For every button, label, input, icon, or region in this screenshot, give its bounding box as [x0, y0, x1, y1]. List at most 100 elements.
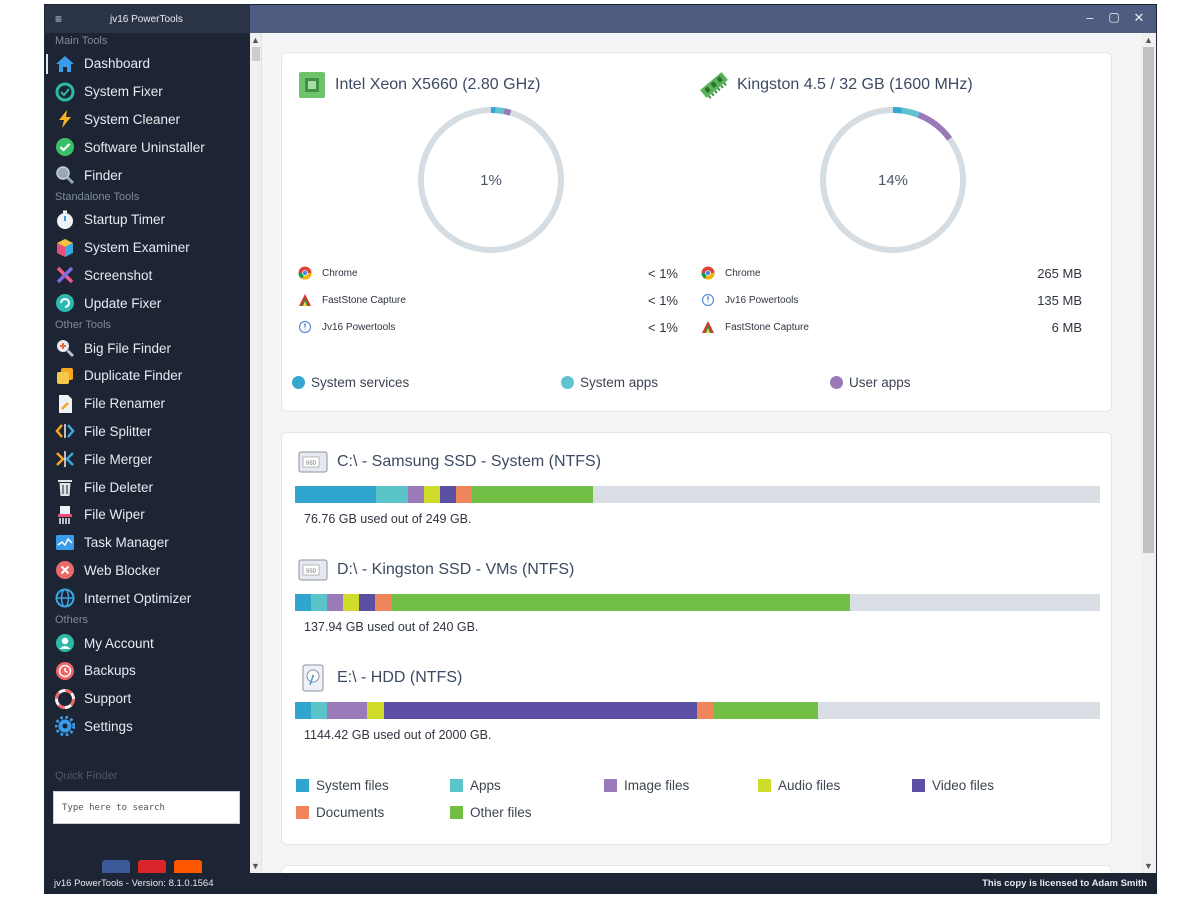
- ram-process-row: FastStone Capture: [701, 319, 809, 335]
- bar-segment: [311, 594, 328, 611]
- license-text: This copy is licensed to Adam Smith: [982, 878, 1147, 889]
- process-name: FastStone Capture: [322, 294, 406, 306]
- cube-icon: [54, 238, 76, 258]
- backup-clock-icon: [54, 661, 76, 681]
- sidebar-item-update-fixer[interactable]: Update Fixer: [45, 289, 250, 317]
- quick-finder-input[interactable]: [53, 791, 240, 824]
- cpu-process-row: FastStone Capture: [298, 292, 406, 308]
- quick-finder-label: Quick Finder: [55, 770, 118, 782]
- sidebar-item-label: Big File Finder: [84, 340, 172, 356]
- drive-name: E:\ - HDD (NTFS): [337, 669, 463, 686]
- main-scrollbar[interactable]: ▲ ▼: [1141, 33, 1156, 873]
- check-circle-icon: [54, 137, 76, 157]
- drive-d-header: SSD D:\ - Kingston SSD - VMs (NTFS): [298, 558, 574, 582]
- legend-video-files: Video files: [912, 778, 994, 793]
- scroll-up-arrow-icon[interactable]: ▲: [251, 35, 260, 45]
- block-icon: [54, 560, 76, 580]
- sidebar-item-system-examiner[interactable]: System Examiner: [45, 234, 250, 262]
- sidebar-scrollbar[interactable]: ▲ ▼: [250, 33, 262, 873]
- sidebar-titlebar: ≡ jv16 PowerTools: [45, 5, 250, 33]
- legend-image-files: Image files: [604, 778, 689, 793]
- close-icon[interactable]: ✕: [1133, 10, 1145, 25]
- bar-segment: [295, 702, 312, 719]
- ram-usage-donut: [820, 107, 966, 253]
- hamburger-menu-icon[interactable]: ≡: [55, 12, 63, 26]
- legend-label: Video files: [932, 778, 995, 793]
- drives-card: SSD C:\ - Samsung SSD - System (NTFS) 76…: [281, 432, 1112, 845]
- sidebar-item-file-renamer[interactable]: File Renamer: [45, 390, 250, 418]
- bar-segment: [367, 702, 384, 719]
- process-value: < 1%: [648, 320, 678, 335]
- chrome-icon: [298, 266, 312, 280]
- drive-e-header: E:\ - HDD (NTFS): [298, 664, 463, 692]
- scrollbar-thumb[interactable]: [252, 47, 260, 61]
- cpu-name: Intel Xeon X5660 (2.80 GHz): [335, 76, 541, 93]
- minimize-icon[interactable]: –: [1086, 10, 1094, 25]
- maximize-icon[interactable]: ▢: [1108, 10, 1120, 24]
- sidebar-item-label: Dashboard: [84, 56, 151, 72]
- bar-segment: [359, 594, 376, 611]
- process-name: Chrome: [322, 267, 358, 279]
- sidebar-item-system-fixer[interactable]: System Fixer: [45, 78, 250, 106]
- cpu-chip-icon: [299, 72, 325, 98]
- legend-label: System services: [311, 375, 410, 390]
- sidebar-item-label: Update Fixer: [84, 295, 162, 311]
- sidebar-item-settings[interactable]: Settings: [45, 713, 250, 741]
- sidebar-item-internet-optimizer[interactable]: Internet Optimizer: [45, 584, 250, 612]
- system-fixer-icon: [54, 82, 76, 102]
- drive-c-used-text: 76.76 GB used out of 249 GB.: [304, 512, 472, 526]
- sidebar-item-support[interactable]: Support: [45, 685, 250, 713]
- sidebar-item-startup-timer[interactable]: Startup Timer: [45, 206, 250, 234]
- sidebar-item-task-manager[interactable]: Task Manager: [45, 529, 250, 557]
- sidebar-item-dashboard[interactable]: Dashboard: [45, 50, 250, 78]
- sidebar-item-system-cleaner[interactable]: System Cleaner: [45, 106, 250, 134]
- sidebar-item-label: System Fixer: [84, 84, 163, 100]
- legend-other-files: Other files: [450, 805, 532, 820]
- scroll-down-arrow-icon[interactable]: ▼: [251, 861, 260, 871]
- sidebar-item-software-uninstaller[interactable]: Software Uninstaller: [45, 133, 250, 161]
- jv16-icon: [701, 293, 715, 307]
- reddit-icon[interactable]: [174, 860, 202, 874]
- stopwatch-icon: [54, 210, 76, 230]
- scroll-down-arrow-icon[interactable]: ▼: [1144, 861, 1153, 871]
- legend-label: System files: [316, 778, 389, 793]
- ssd-icon: SSD: [298, 558, 328, 582]
- sidebar-item-big-file-finder[interactable]: Big File Finder: [45, 334, 250, 362]
- legend-system-files: System files: [296, 778, 389, 793]
- scrollbar-thumb[interactable]: [1143, 47, 1154, 553]
- user-icon: [54, 633, 76, 653]
- sidebar-item-label: Web Blocker: [84, 562, 161, 578]
- sidebar-item-backups[interactable]: Backups: [45, 657, 250, 685]
- ram-percent: 14%: [877, 172, 909, 189]
- sidebar-item-file-merger[interactable]: File Merger: [45, 445, 250, 473]
- sidebar-item-screenshot[interactable]: Screenshot: [45, 262, 250, 290]
- legend-audio-files: Audio files: [758, 778, 840, 793]
- sidebar-item-my-account[interactable]: My Account: [45, 629, 250, 657]
- scissors-icon: [54, 265, 76, 285]
- hdd-icon: [298, 664, 328, 692]
- sidebar-item-file-deleter[interactable]: File Deleter: [45, 473, 250, 501]
- scroll-up-arrow-icon[interactable]: ▲: [1144, 35, 1153, 45]
- process-value: 265 MB: [1037, 266, 1082, 281]
- sidebar-item-web-blocker[interactable]: Web Blocker: [45, 557, 250, 585]
- facebook-icon[interactable]: [102, 860, 130, 874]
- youtube-icon[interactable]: [138, 860, 166, 874]
- donut-segment: [418, 107, 564, 253]
- sidebar-item-duplicate-finder[interactable]: Duplicate Finder: [45, 362, 250, 390]
- cpu-process-row: Chrome: [298, 265, 358, 281]
- zoom-in-icon: [54, 338, 76, 358]
- drive-c-header: SSD C:\ - Samsung SSD - System (NTFS): [298, 450, 601, 474]
- process-value: 6 MB: [1051, 320, 1082, 335]
- globe-icon: [54, 588, 76, 608]
- bar-segment: [343, 594, 360, 611]
- ram-process-row: Chrome: [701, 265, 761, 281]
- sidebar-item-finder[interactable]: Finder: [45, 161, 250, 189]
- duplicate-icon: [54, 366, 76, 386]
- bar-segment: [407, 486, 424, 503]
- svg-text:SSD: SSD: [306, 569, 317, 575]
- sidebar-item-file-wiper[interactable]: File Wiper: [45, 501, 250, 529]
- sidebar-item-label: Startup Timer: [84, 212, 166, 228]
- legend-swatch: [758, 779, 771, 792]
- sidebar-item-file-splitter[interactable]: File Splitter: [45, 418, 250, 446]
- drive-d-used-text: 137.94 GB used out of 240 GB.: [304, 620, 479, 634]
